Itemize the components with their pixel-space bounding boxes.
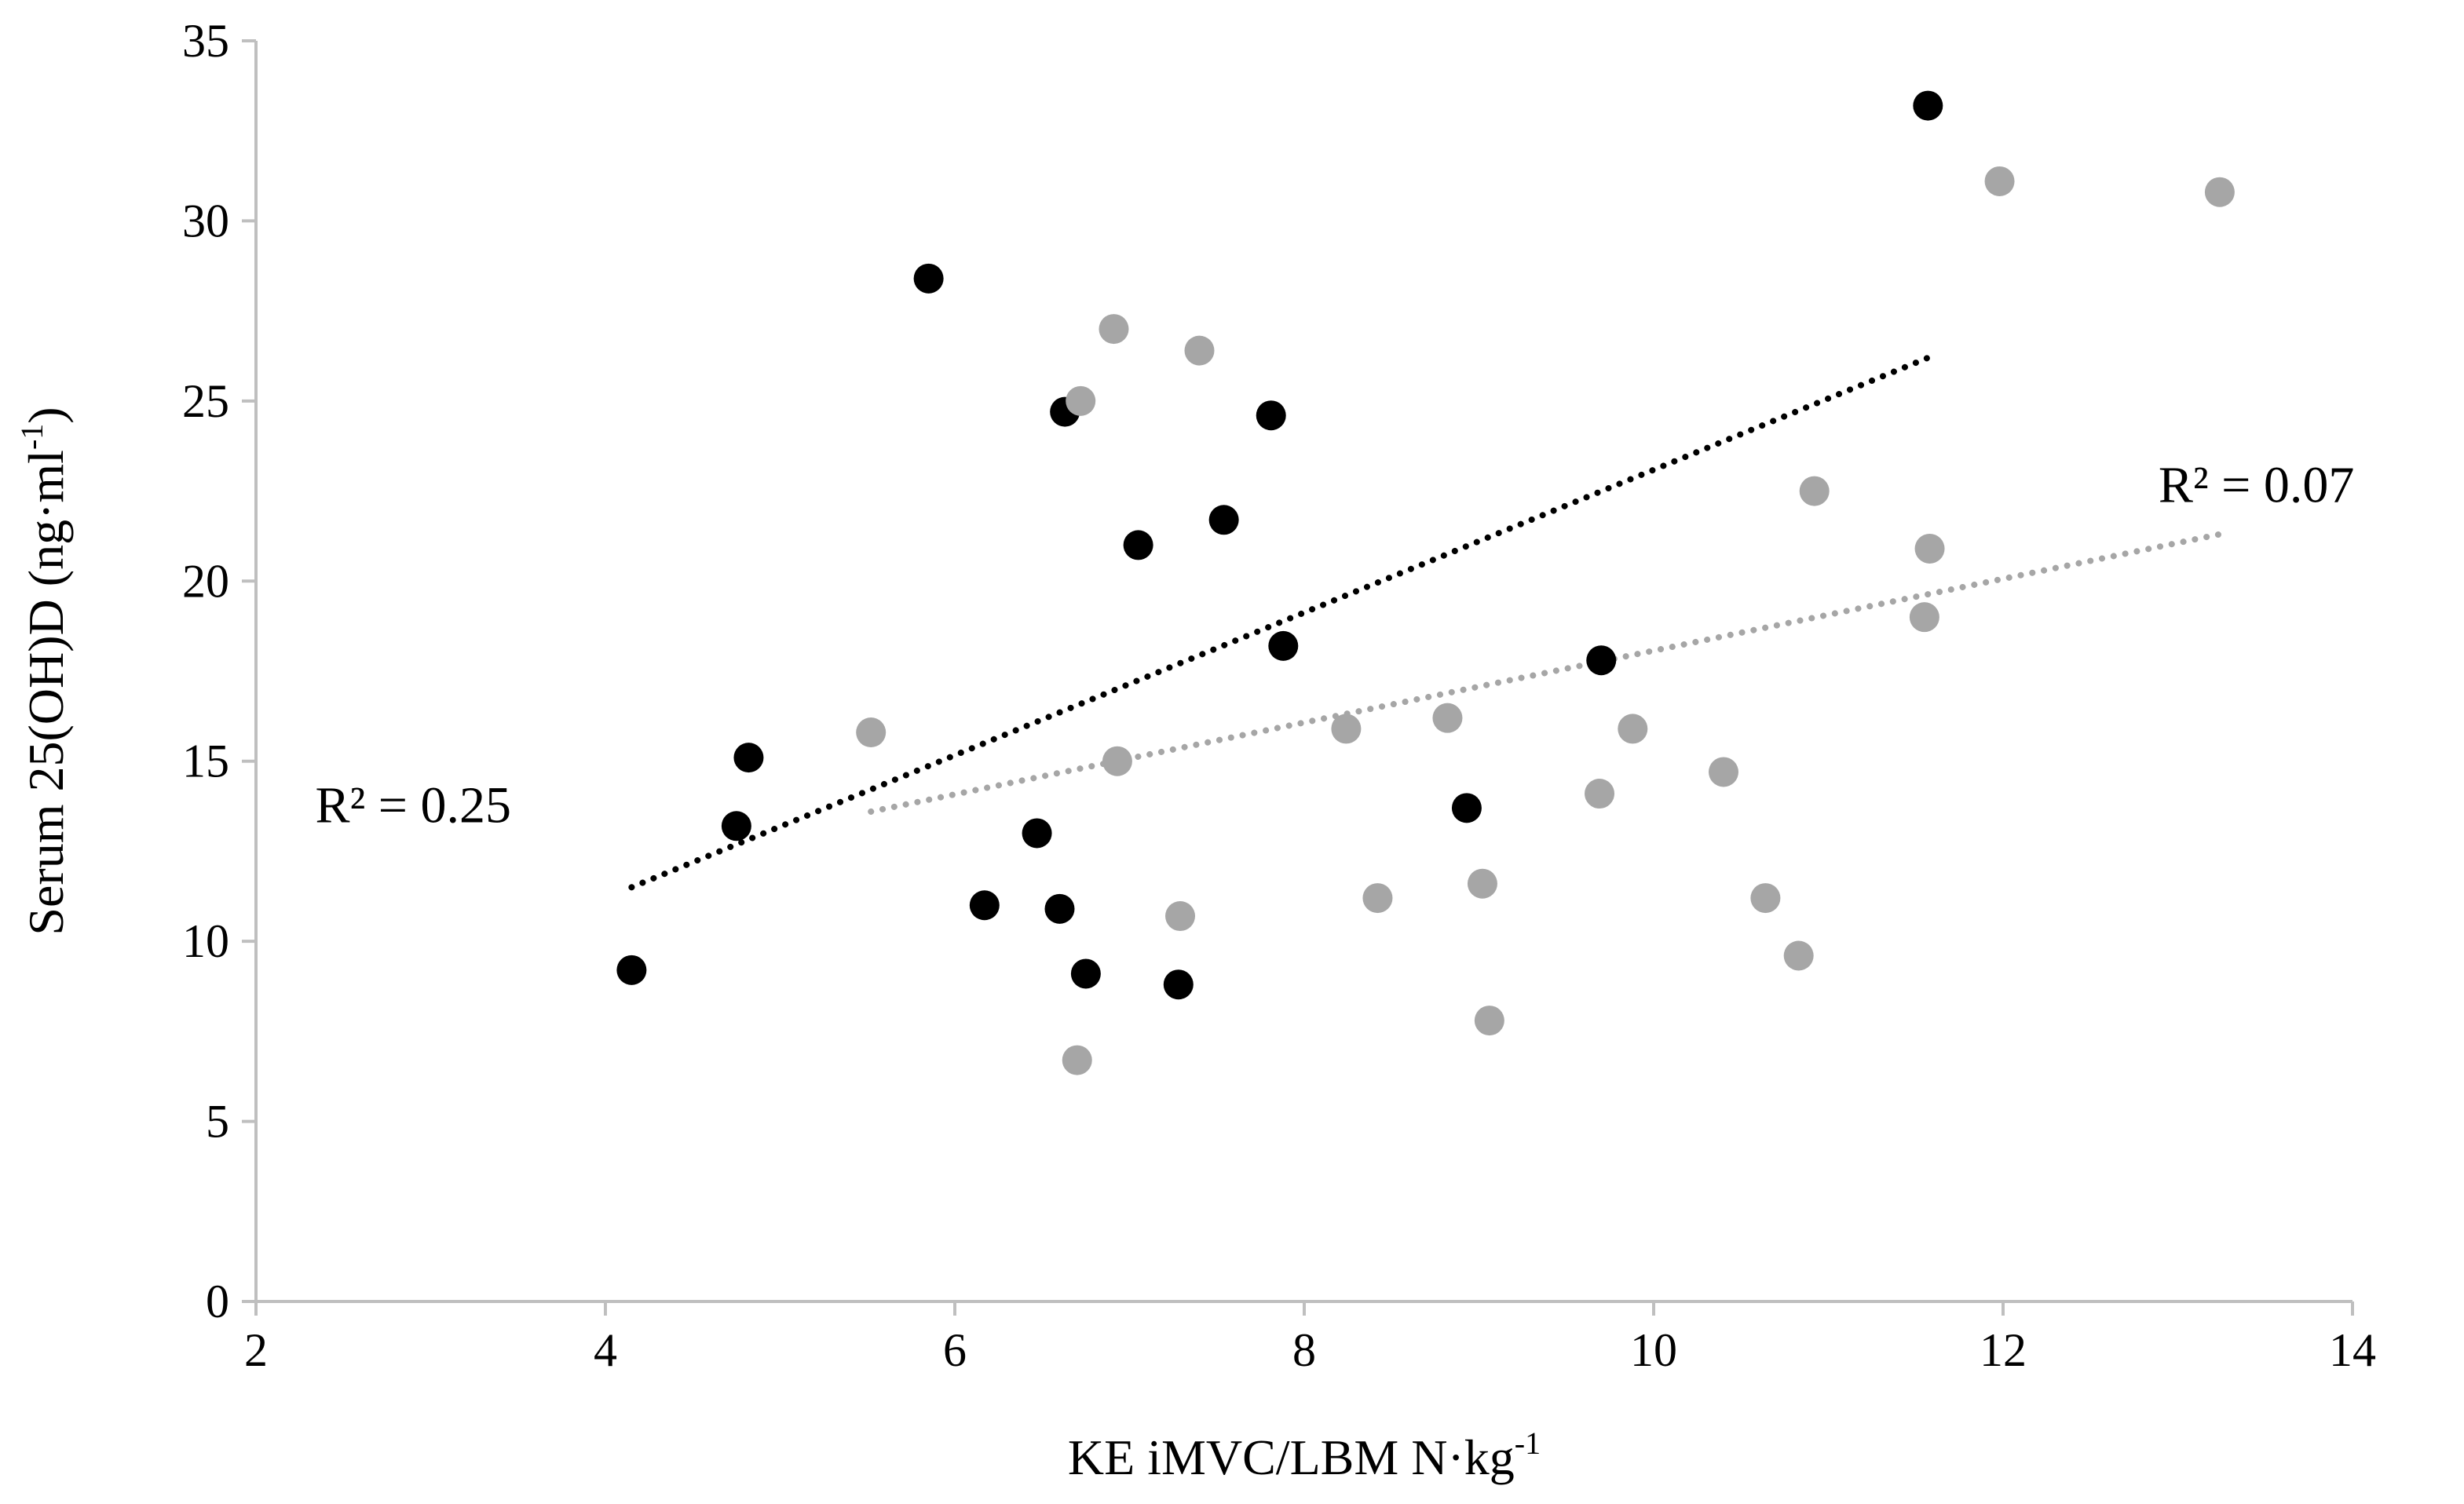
data-point-gray (1062, 1045, 1092, 1075)
x-tick-label: 6 (943, 1324, 967, 1376)
data-point-gray (1909, 602, 1939, 633)
data-point-black (913, 263, 944, 294)
data-point-gray (1099, 314, 1129, 345)
data-point-black (1044, 893, 1075, 924)
data-point-black (1208, 505, 1239, 535)
data-point-gray (1066, 385, 1096, 416)
x-tick-label: 14 (2329, 1324, 2376, 1376)
chart-labels: R² = 0.25 R² = 0.07 (315, 456, 2354, 834)
x-tick-label: 4 (594, 1324, 617, 1376)
data-point-gray (1783, 940, 1814, 971)
data-point-black (721, 811, 751, 841)
r2-label-black: R² = 0.25 (315, 777, 511, 834)
y-tick-label: 20 (182, 555, 229, 607)
data-point-gray (1432, 703, 1463, 733)
data-point-black (1163, 969, 1194, 1000)
y-tick-label: 30 (182, 195, 229, 246)
trendlines (628, 354, 2223, 891)
data-point-gray (1585, 779, 1615, 809)
data-point-black (1022, 818, 1052, 849)
data-point-black (616, 955, 647, 985)
data-point-gray (1984, 166, 2015, 196)
data-point-gray (1799, 476, 1830, 506)
trendline-black (628, 354, 1932, 891)
data-point-black (1451, 793, 1482, 823)
data-point-gray (1165, 901, 1196, 932)
y-tick-label: 35 (182, 15, 229, 67)
data-points (616, 90, 2235, 1075)
y-tick-label: 10 (182, 915, 229, 967)
data-point-black (1913, 90, 1943, 121)
data-point-black (1586, 645, 1617, 676)
data-point-black (1070, 958, 1101, 989)
trendline-gray (868, 531, 2223, 815)
data-point-gray (1184, 335, 1215, 366)
r2-label-gray: R² = 0.07 (2159, 456, 2355, 513)
data-point-gray (1914, 533, 1945, 564)
data-point-black (1268, 630, 1299, 661)
data-point-gray (1331, 714, 1362, 744)
data-point-gray (856, 717, 887, 748)
data-point-gray (1467, 868, 1497, 899)
y-tick-label: 5 (206, 1096, 229, 1148)
data-point-gray (1618, 714, 1648, 744)
data-point-gray (1750, 883, 1781, 914)
data-point-gray (1474, 1006, 1504, 1036)
data-point-black (733, 743, 764, 773)
y-tick-label: 0 (206, 1276, 229, 1327)
y-tick-label: 15 (182, 736, 229, 787)
x-axis-title: KE iMVC/LBM N·kg-1 (1068, 1426, 1541, 1485)
y-axis-title: Serum 25(OH)D (ng·ml-1) (14, 407, 74, 935)
x-tick-label: 10 (1630, 1324, 1677, 1376)
data-point-gray (1102, 746, 1132, 776)
x-tick-label: 12 (1980, 1324, 2027, 1376)
data-point-gray (1362, 883, 1393, 914)
axes: 2 4 6 8 10 12 14 0 5 10 15 20 25 30 35 (182, 15, 2376, 1376)
data-point-gray (1709, 757, 1738, 787)
x-tick-label: 8 (1292, 1324, 1316, 1376)
data-point-black (1256, 400, 1286, 431)
data-point-black (1123, 530, 1153, 560)
x-tick-label: 2 (244, 1324, 268, 1376)
y-tick-label: 25 (182, 375, 229, 427)
data-point-black (969, 890, 1000, 921)
data-point-gray (2204, 177, 2235, 207)
